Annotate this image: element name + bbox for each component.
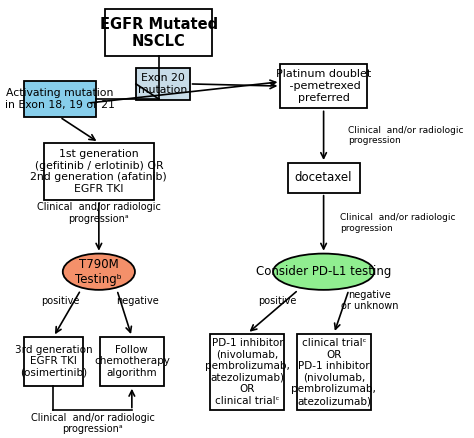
Text: Clinical  and/or radiologic
progressionᵃ: Clinical and/or radiologic progressionᵃ	[31, 413, 155, 434]
Text: Clinical  and/or radiologic
progression: Clinical and/or radiologic progression	[340, 213, 456, 233]
Text: Clinical  and/or radiologic
progression: Clinical and/or radiologic progression	[348, 126, 464, 145]
FancyBboxPatch shape	[280, 64, 367, 109]
Text: PD-1 inhibitor
(nivolumab,
pembrolizumab,
atezolizumab)
OR
clinical trialᶜ: PD-1 inhibitor (nivolumab, pembrolizumab…	[205, 338, 290, 406]
FancyBboxPatch shape	[100, 337, 164, 386]
FancyBboxPatch shape	[210, 334, 284, 410]
Ellipse shape	[63, 254, 135, 290]
Text: Consider PD-L1 testing: Consider PD-L1 testing	[256, 265, 392, 278]
Text: EGFR Mutated
NSCLC: EGFR Mutated NSCLC	[100, 17, 218, 49]
Text: positive: positive	[42, 296, 80, 306]
Text: Follow
chemotherapy
algorithm: Follow chemotherapy algorithm	[94, 345, 170, 378]
Text: Activating mutation
in Exon 18, 19 or 21: Activating mutation in Exon 18, 19 or 21	[5, 88, 115, 110]
FancyBboxPatch shape	[24, 81, 96, 117]
FancyBboxPatch shape	[44, 143, 154, 200]
FancyBboxPatch shape	[288, 163, 360, 193]
Text: negative
or unknown: negative or unknown	[341, 290, 399, 311]
FancyBboxPatch shape	[297, 334, 371, 410]
Text: Clinical  and/or radiologic
progressionᵃ: Clinical and/or radiologic progressionᵃ	[37, 202, 161, 224]
FancyBboxPatch shape	[105, 9, 212, 56]
Text: Platinum doublet
 -pemetrexed
preferred: Platinum doublet -pemetrexed preferred	[276, 70, 371, 102]
Text: clinical trialᶜ
OR
PD-1 inhibitor
(nivolumab,
pembrolizumab,
atezolizumab): clinical trialᶜ OR PD-1 inhibitor (nivol…	[292, 338, 376, 406]
FancyBboxPatch shape	[136, 68, 190, 100]
Text: Exon 20
mutation: Exon 20 mutation	[138, 73, 187, 95]
Text: positive: positive	[258, 296, 296, 306]
Ellipse shape	[273, 254, 374, 290]
Text: negative: negative	[116, 296, 158, 306]
Text: T790M
Testingᵇ: T790M Testingᵇ	[75, 258, 122, 286]
Text: docetaxel: docetaxel	[295, 171, 352, 184]
Text: 1st generation
(gefitinib / erlotinib) OR
2nd generation (afatinib)
EGFR TKI: 1st generation (gefitinib / erlotinib) O…	[30, 149, 167, 194]
Text: 3rd generation
EGFR TKI
(osimertinib): 3rd generation EGFR TKI (osimertinib)	[15, 345, 92, 378]
FancyBboxPatch shape	[24, 337, 83, 386]
